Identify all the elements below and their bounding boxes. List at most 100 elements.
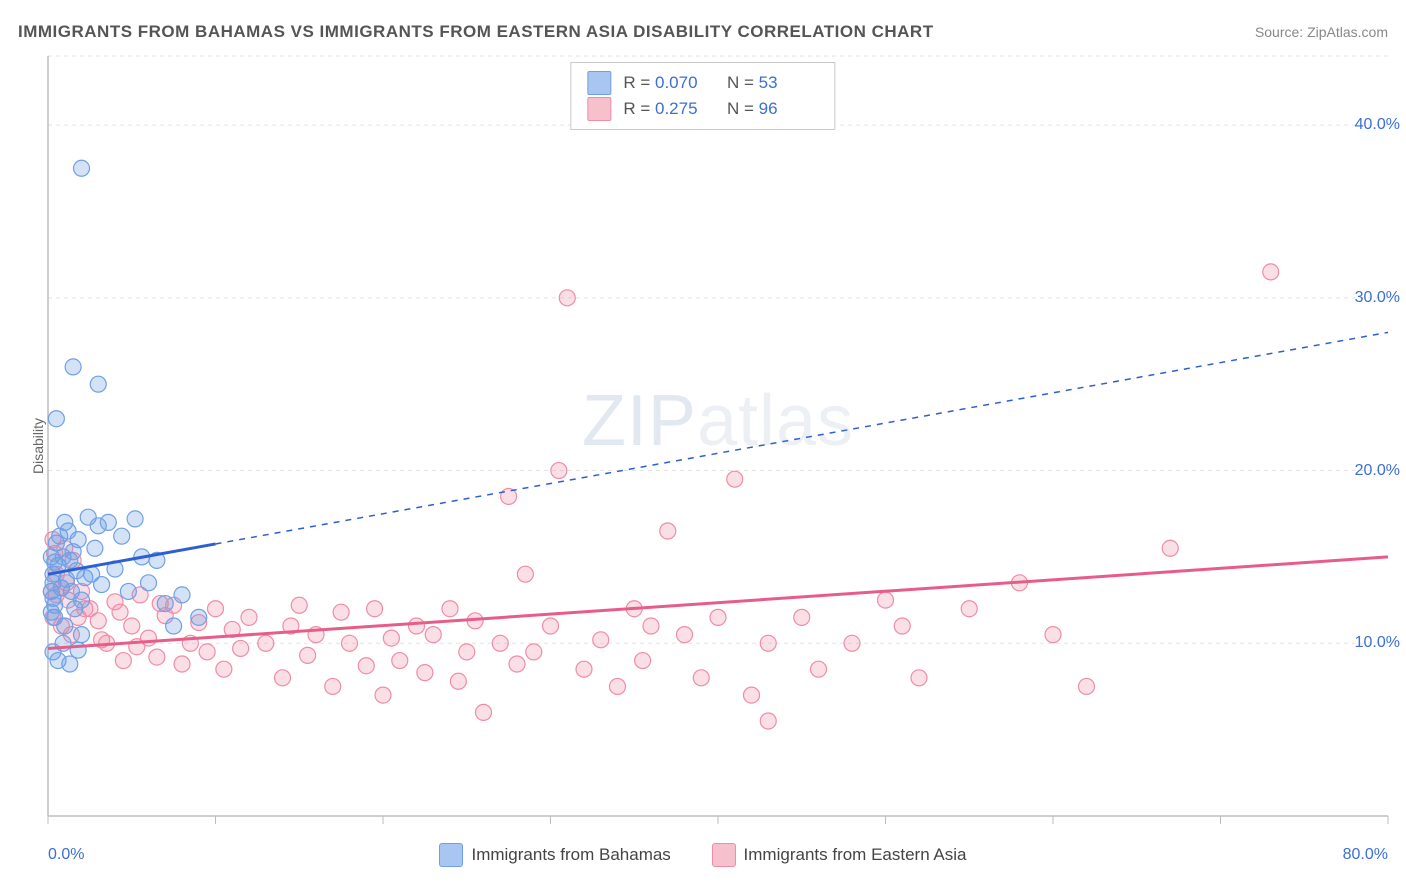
data-point bbox=[593, 632, 609, 648]
data-point bbox=[124, 618, 140, 634]
legend-label-bahamas: Immigrants from Bahamas bbox=[471, 845, 670, 865]
data-point bbox=[65, 359, 81, 375]
correlation-row-bahamas: R = 0.070 N = 53 bbox=[587, 71, 818, 95]
y-tick-label: 40.0% bbox=[1355, 116, 1400, 134]
data-point bbox=[112, 604, 128, 620]
data-point bbox=[115, 653, 131, 669]
data-point bbox=[459, 644, 475, 660]
data-point bbox=[74, 160, 90, 176]
data-point bbox=[157, 596, 173, 612]
data-point bbox=[1079, 678, 1095, 694]
data-point bbox=[174, 656, 190, 672]
y-axis-label: Disability bbox=[30, 418, 46, 474]
data-point bbox=[100, 514, 116, 530]
data-point bbox=[417, 665, 433, 681]
data-point bbox=[760, 713, 776, 729]
data-point bbox=[94, 577, 110, 593]
y-tick-label: 30.0% bbox=[1355, 289, 1400, 307]
data-point bbox=[1162, 540, 1178, 556]
y-tick-label: 10.0% bbox=[1355, 634, 1400, 652]
data-point bbox=[660, 523, 676, 539]
data-point bbox=[710, 609, 726, 625]
data-point bbox=[333, 604, 349, 620]
data-point bbox=[233, 640, 249, 656]
data-point bbox=[450, 673, 466, 689]
legend-item-bahamas: Immigrants from Bahamas bbox=[439, 843, 670, 867]
data-point bbox=[375, 687, 391, 703]
data-point bbox=[74, 592, 90, 608]
data-point bbox=[275, 670, 291, 686]
data-point bbox=[300, 647, 316, 663]
legend-label-eastern-asia: Immigrants from Eastern Asia bbox=[744, 845, 967, 865]
legend-swatch-eastern-asia bbox=[712, 843, 736, 867]
data-point bbox=[45, 575, 61, 591]
data-point bbox=[114, 528, 130, 544]
data-point bbox=[258, 635, 274, 651]
data-point bbox=[90, 376, 106, 392]
data-point bbox=[442, 601, 458, 617]
data-point bbox=[191, 609, 207, 625]
data-point bbox=[241, 609, 257, 625]
regression-line bbox=[48, 557, 1388, 649]
data-point bbox=[383, 630, 399, 646]
data-point bbox=[208, 601, 224, 617]
regression-line-extrapolated bbox=[216, 332, 1389, 544]
data-point bbox=[127, 511, 143, 527]
data-point bbox=[811, 661, 827, 677]
data-point bbox=[543, 618, 559, 634]
data-point bbox=[961, 601, 977, 617]
data-point bbox=[727, 471, 743, 487]
data-point bbox=[844, 635, 860, 651]
y-tick-label: 20.0% bbox=[1355, 462, 1400, 480]
data-point bbox=[693, 670, 709, 686]
data-point bbox=[74, 627, 90, 643]
data-point bbox=[501, 488, 517, 504]
data-point bbox=[794, 609, 810, 625]
data-point bbox=[894, 618, 910, 634]
data-point bbox=[342, 635, 358, 651]
series-legend: Immigrants from Bahamas Immigrants from … bbox=[0, 843, 1406, 872]
data-point bbox=[551, 463, 567, 479]
data-point bbox=[635, 653, 651, 669]
data-point bbox=[911, 670, 927, 686]
data-point bbox=[141, 575, 157, 591]
data-point bbox=[166, 618, 182, 634]
data-point bbox=[216, 661, 232, 677]
data-point bbox=[291, 597, 307, 613]
legend-item-eastern-asia: Immigrants from Eastern Asia bbox=[712, 843, 967, 867]
data-point bbox=[492, 635, 508, 651]
data-point bbox=[70, 532, 86, 548]
data-point bbox=[199, 644, 215, 660]
data-point bbox=[509, 656, 525, 672]
data-point bbox=[476, 704, 492, 720]
data-point bbox=[677, 627, 693, 643]
data-point bbox=[744, 687, 760, 703]
data-point bbox=[174, 587, 190, 603]
data-point bbox=[48, 411, 64, 427]
data-point bbox=[149, 649, 165, 665]
data-point bbox=[120, 583, 136, 599]
data-point bbox=[1045, 627, 1061, 643]
swatch-bahamas bbox=[587, 71, 611, 95]
data-point bbox=[409, 618, 425, 634]
data-point bbox=[610, 678, 626, 694]
correlation-row-eastern-asia: R = 0.275 N = 96 bbox=[587, 97, 818, 121]
data-point bbox=[1263, 264, 1279, 280]
data-point bbox=[47, 554, 63, 570]
data-point bbox=[45, 590, 61, 606]
data-point bbox=[57, 618, 73, 634]
data-point bbox=[90, 613, 106, 629]
scatter-chart bbox=[48, 56, 1388, 816]
data-point bbox=[878, 592, 894, 608]
data-point bbox=[62, 656, 78, 672]
data-point bbox=[358, 658, 374, 674]
data-point bbox=[576, 661, 592, 677]
source-attribution: Source: ZipAtlas.com bbox=[1255, 24, 1388, 40]
plot-area: ZIPatlas bbox=[48, 56, 1388, 816]
correlation-legend: R = 0.070 N = 53 R = 0.275 N = 96 bbox=[570, 62, 835, 130]
data-point bbox=[87, 540, 103, 556]
data-point bbox=[643, 618, 659, 634]
data-point bbox=[425, 627, 441, 643]
data-point bbox=[517, 566, 533, 582]
data-point bbox=[559, 290, 575, 306]
